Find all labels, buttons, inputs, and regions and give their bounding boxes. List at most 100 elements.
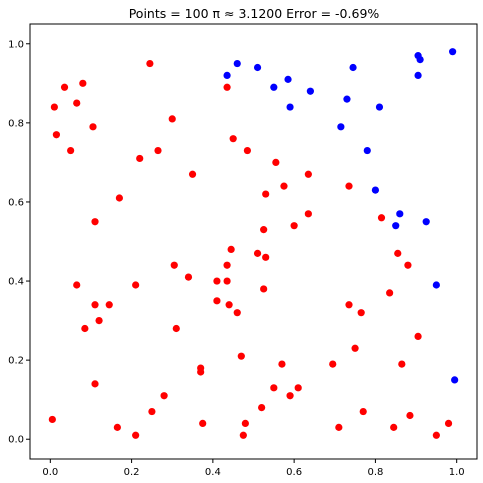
data-point-s1-10 (363, 146, 371, 155)
data-point-s0-31 (233, 309, 241, 317)
data-point-s0-39 (260, 226, 268, 234)
data-point-s0-28 (223, 277, 231, 285)
data-point-s1-0 (223, 71, 231, 80)
data-point-s0-35 (280, 182, 288, 190)
data-point-s0-22 (95, 316, 103, 325)
data-point-s0-8 (168, 115, 176, 123)
data-point-s0-67 (199, 419, 207, 428)
data-point-s0-16 (272, 158, 280, 167)
data-point-s0-23 (81, 324, 89, 333)
data-point-s0-69 (241, 419, 249, 428)
data-point-s0-36 (304, 170, 312, 178)
data-point-s0-15 (243, 146, 251, 155)
data-point-s0-6 (89, 123, 97, 131)
data-point-s0-65 (91, 380, 99, 388)
data-point-s0-52 (398, 360, 406, 368)
data-point-s0-73 (390, 423, 398, 431)
data-point-s0-45 (394, 249, 402, 257)
y-tick-label-3: 0.6 (8, 197, 24, 208)
data-point-s0-42 (260, 285, 268, 293)
data-point-s0-40 (253, 249, 262, 257)
data-point-s0-44 (377, 214, 386, 222)
data-point-s0-68 (239, 431, 247, 439)
data-point-s0-46 (404, 261, 412, 269)
data-point-s0-64 (132, 431, 140, 439)
x-tick-label-5: 1.0 (449, 467, 465, 478)
data-point-s0-76 (444, 419, 453, 428)
data-point-s0-7 (146, 59, 154, 68)
x-axis: 0.0 0.2 0.4 0.6 0.8 1.0 (42, 459, 465, 478)
data-point-s0-4 (52, 131, 61, 139)
data-point-s0-37 (304, 210, 312, 218)
x-tick-label-4: 0.8 (367, 467, 383, 478)
data-point-s0-30 (225, 301, 233, 309)
data-point-s1-7 (343, 95, 351, 103)
data-point-s0-9 (136, 154, 144, 163)
data-point-s0-57 (270, 384, 278, 392)
data-point-s0-0 (50, 103, 58, 111)
data-point-s0-70 (329, 360, 337, 368)
data-point-s0-60 (258, 403, 266, 412)
data-point-s0-32 (223, 261, 231, 269)
y-tick-label-2: 0.4 (8, 277, 24, 288)
data-point-s0-29 (213, 297, 221, 305)
data-point-s1-15 (414, 71, 422, 80)
data-point-s1-9 (337, 123, 345, 131)
data-point-s1-12 (371, 186, 380, 194)
y-axis: 0.0 0.2 0.4 0.6 0.8 1.0 (8, 39, 30, 446)
data-point-s1-14 (416, 55, 424, 64)
data-point-s1-5 (286, 103, 294, 111)
data-point-s1-17 (392, 222, 400, 230)
data-point-s1-6 (306, 87, 314, 95)
data-point-s0-56 (197, 364, 205, 372)
data-point-s1-3 (270, 83, 278, 91)
data-point-s0-25 (184, 273, 193, 281)
data-point-s0-34 (262, 190, 270, 198)
data-point-s0-13 (223, 83, 231, 91)
y-tick-label-0: 0.0 (8, 435, 24, 446)
data-point-s1-16 (449, 48, 457, 56)
data-point-s0-24 (170, 261, 178, 269)
chart-title: Points = 100 π ≈ 3.1200 Error = -0.69% (129, 6, 380, 21)
data-point-s1-20 (432, 281, 440, 289)
data-point-s0-10 (154, 146, 162, 155)
data-point-s0-20 (91, 301, 99, 309)
data-point-s0-66 (48, 415, 56, 424)
y-tick-label-5: 1.0 (8, 39, 24, 50)
y-tick-label-1: 0.2 (8, 356, 24, 367)
data-point-s0-74 (406, 411, 414, 420)
data-point-s0-59 (286, 392, 294, 400)
data-point-s0-58 (294, 384, 302, 392)
data-point-s0-43 (345, 182, 353, 190)
data-point-s0-14 (229, 135, 237, 143)
data-point-s0-63 (113, 423, 121, 431)
data-point-s0-71 (335, 423, 343, 431)
points-layer (48, 48, 459, 439)
data-point-s0-3 (79, 79, 87, 87)
data-point-s0-41 (262, 253, 270, 261)
data-point-s0-33 (227, 245, 235, 254)
data-point-s0-48 (345, 301, 353, 309)
data-point-s1-19 (422, 218, 430, 226)
x-tick-label-3: 0.6 (286, 467, 302, 478)
data-point-s0-50 (414, 332, 422, 341)
data-point-s0-2 (73, 99, 81, 107)
data-point-s1-21 (451, 376, 459, 384)
data-point-s0-38 (290, 222, 298, 230)
data-point-s0-27 (213, 277, 221, 285)
data-point-s0-53 (237, 352, 245, 360)
data-point-s0-54 (278, 360, 286, 368)
data-point-s0-11 (115, 194, 123, 202)
data-point-s0-49 (357, 309, 365, 317)
y-tick-label-4: 0.8 (8, 118, 24, 129)
data-point-s0-51 (351, 344, 359, 352)
data-point-s0-1 (60, 83, 69, 91)
data-point-s0-18 (73, 281, 81, 289)
data-point-s0-26 (172, 324, 180, 333)
x-tick-label-1: 0.2 (124, 467, 140, 478)
data-point-s0-12 (188, 170, 197, 178)
data-point-s0-47 (386, 289, 394, 297)
data-point-s1-11 (375, 103, 384, 111)
data-point-s1-1 (233, 59, 241, 68)
data-point-s0-5 (67, 146, 75, 155)
